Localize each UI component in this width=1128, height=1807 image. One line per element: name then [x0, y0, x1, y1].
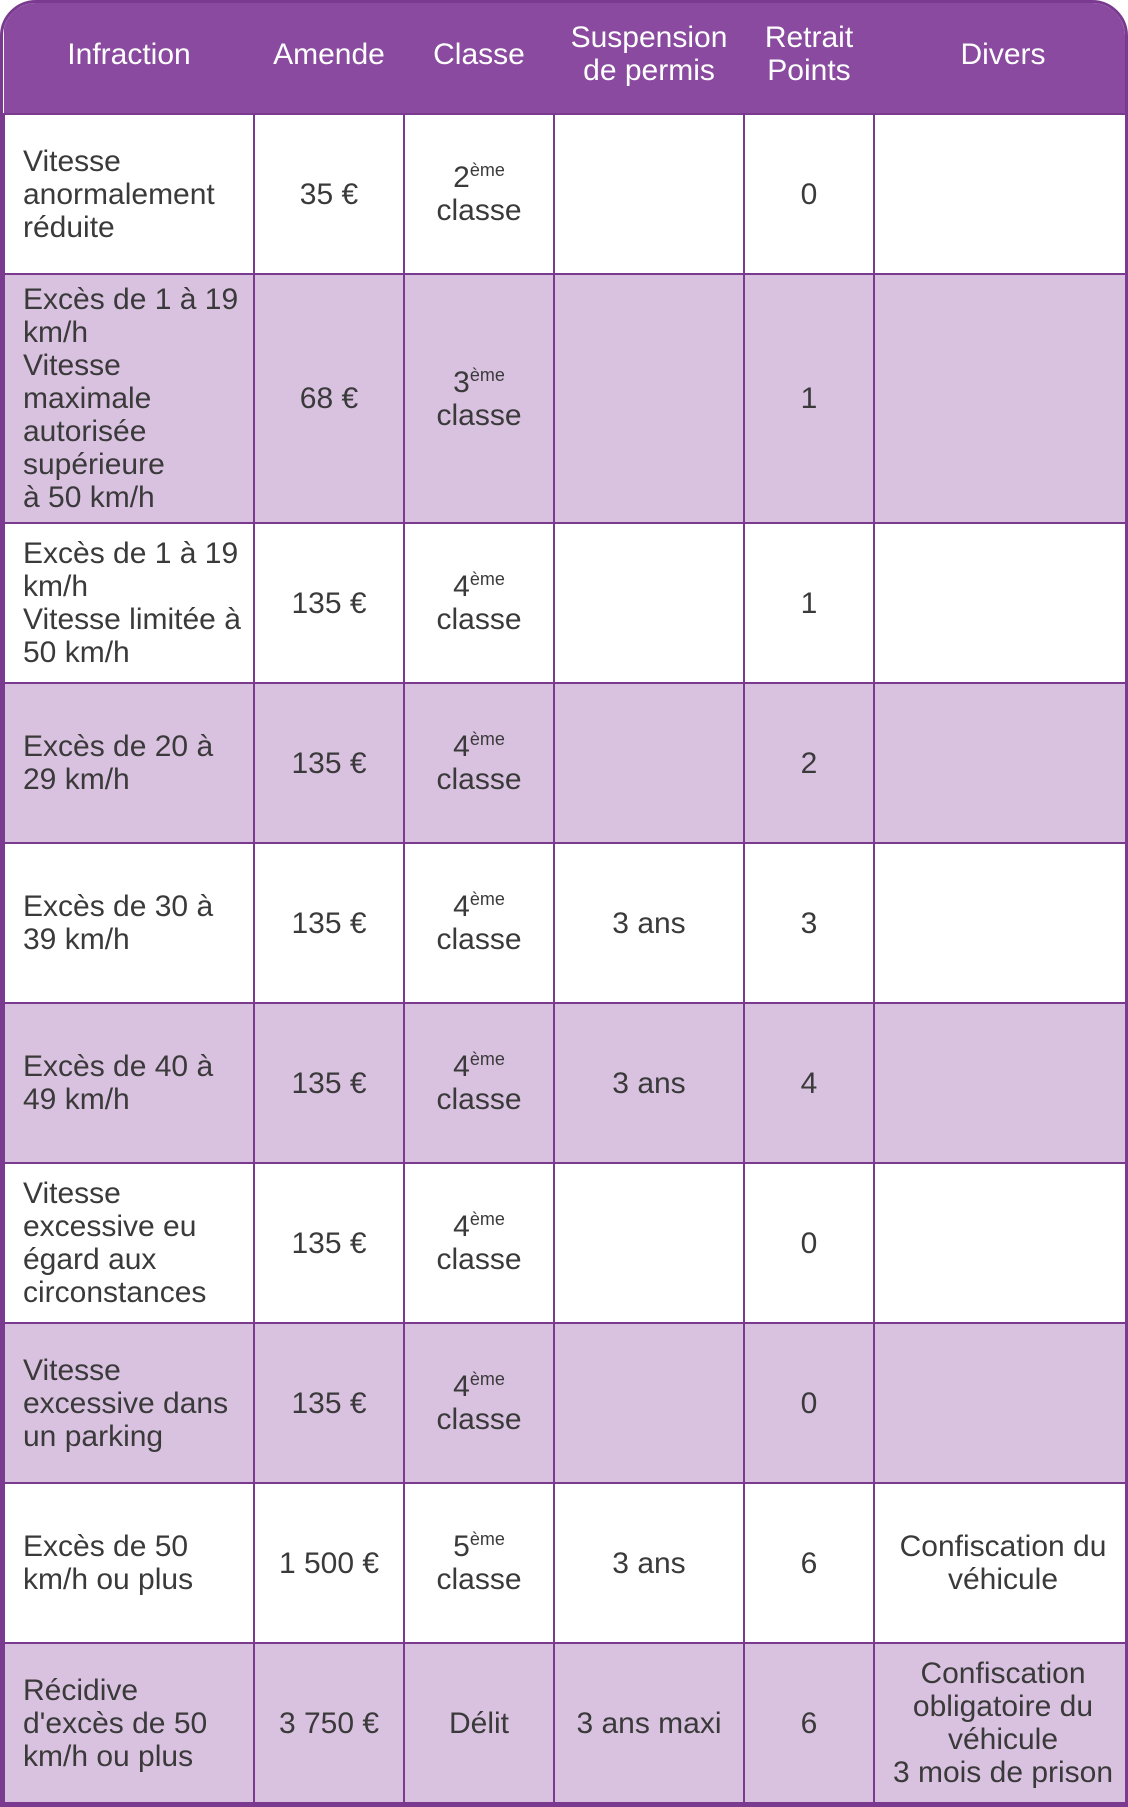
cell-classe: 4èmeclasse	[404, 1003, 554, 1163]
cell-points: 6	[744, 1483, 874, 1643]
col-header-infraction: Infraction	[4, 3, 254, 114]
cell-suspension: 3 ans maxi	[554, 1643, 744, 1803]
table-header-row: Infraction Amende Classe Suspensionde pe…	[4, 3, 1128, 114]
col-header-amende: Amende	[254, 3, 404, 114]
col-header-points: RetraitPoints	[744, 3, 874, 114]
cell-amende: 135 €	[254, 523, 404, 683]
cell-infraction: Vitesse excessive dans un parking	[4, 1323, 254, 1483]
table-row: Récidive d'excès de 50 km/h ou plus3 750…	[4, 1643, 1128, 1803]
col-header-suspension: Suspensionde permis	[554, 3, 744, 114]
table-body: Vitesse anormalement réduite35 €2èmeclas…	[4, 114, 1128, 1803]
col-header-classe: Classe	[404, 3, 554, 114]
table-row: Vitesse anormalement réduite35 €2èmeclas…	[4, 114, 1128, 274]
cell-suspension	[554, 523, 744, 683]
cell-amende: 135 €	[254, 843, 404, 1003]
cell-suspension: 3 ans	[554, 1003, 744, 1163]
cell-suspension	[554, 1323, 744, 1483]
cell-classe: 4èmeclasse	[404, 1323, 554, 1483]
cell-classe: 4èmeclasse	[404, 1163, 554, 1323]
cell-divers	[874, 1003, 1128, 1163]
cell-amende: 135 €	[254, 1003, 404, 1163]
table-row: Vitesse excessive eu égard aux circonsta…	[4, 1163, 1128, 1323]
cell-divers: Confiscation du véhicule	[874, 1483, 1128, 1643]
cell-infraction: Excès de 50 km/h ou plus	[4, 1483, 254, 1643]
cell-classe: Délit	[404, 1643, 554, 1803]
cell-suspension	[554, 1163, 744, 1323]
cell-divers: Confiscation obligatoire du véhicule3 mo…	[874, 1643, 1128, 1803]
cell-infraction: Récidive d'excès de 50 km/h ou plus	[4, 1643, 254, 1803]
infractions-table-container: Infraction Amende Classe Suspensionde pe…	[0, 0, 1128, 1807]
table-row: Excès de 50 km/h ou plus1 500 €5èmeclass…	[4, 1483, 1128, 1643]
cell-infraction: Vitesse anormalement réduite	[4, 114, 254, 274]
cell-amende: 135 €	[254, 1163, 404, 1323]
cell-divers	[874, 1163, 1128, 1323]
cell-divers	[874, 843, 1128, 1003]
cell-classe: 4èmeclasse	[404, 843, 554, 1003]
cell-amende: 135 €	[254, 1323, 404, 1483]
cell-suspension	[554, 683, 744, 843]
cell-points: 1	[744, 274, 874, 523]
cell-infraction: Excès de 30 à 39 km/h	[4, 843, 254, 1003]
cell-suspension	[554, 274, 744, 523]
table-row: Vitesse excessive dans un parking135 €4è…	[4, 1323, 1128, 1483]
cell-points: 0	[744, 1163, 874, 1323]
table-row: Excès de 1 à 19 km/hVitesse limitée à 50…	[4, 523, 1128, 683]
cell-suspension	[554, 114, 744, 274]
cell-amende: 3 750 €	[254, 1643, 404, 1803]
cell-suspension: 3 ans	[554, 1483, 744, 1643]
cell-classe: 4èmeclasse	[404, 683, 554, 843]
cell-classe: 5èmeclasse	[404, 1483, 554, 1643]
infractions-table: Infraction Amende Classe Suspensionde pe…	[3, 3, 1128, 1804]
cell-infraction: Vitesse excessive eu égard aux circonsta…	[4, 1163, 254, 1323]
cell-points: 3	[744, 843, 874, 1003]
cell-divers	[874, 523, 1128, 683]
cell-infraction: Excès de 20 à 29 km/h	[4, 683, 254, 843]
col-header-divers: Divers	[874, 3, 1128, 114]
cell-classe: 4èmeclasse	[404, 523, 554, 683]
cell-amende: 1 500 €	[254, 1483, 404, 1643]
cell-divers	[874, 683, 1128, 843]
cell-points: 2	[744, 683, 874, 843]
cell-divers	[874, 1323, 1128, 1483]
cell-divers	[874, 274, 1128, 523]
cell-amende: 35 €	[254, 114, 404, 274]
cell-suspension: 3 ans	[554, 843, 744, 1003]
table-row: Excès de 40 à 49 km/h135 €4èmeclasse3 an…	[4, 1003, 1128, 1163]
table-row: Excès de 30 à 39 km/h135 €4èmeclasse3 an…	[4, 843, 1128, 1003]
cell-points: 4	[744, 1003, 874, 1163]
cell-points: 0	[744, 114, 874, 274]
cell-points: 0	[744, 1323, 874, 1483]
cell-infraction: Excès de 1 à 19 km/hVitesse maximale aut…	[4, 274, 254, 523]
cell-points: 6	[744, 1643, 874, 1803]
table-row: Excès de 20 à 29 km/h135 €4èmeclasse 2	[4, 683, 1128, 843]
cell-amende: 68 €	[254, 274, 404, 523]
cell-infraction: Excès de 1 à 19 km/hVitesse limitée à 50…	[4, 523, 254, 683]
cell-divers	[874, 114, 1128, 274]
cell-points: 1	[744, 523, 874, 683]
table-row: Excès de 1 à 19 km/hVitesse maximale aut…	[4, 274, 1128, 523]
cell-classe: 3èmeclasse	[404, 274, 554, 523]
cell-infraction: Excès de 40 à 49 km/h	[4, 1003, 254, 1163]
cell-classe: 2èmeclasse	[404, 114, 554, 274]
cell-amende: 135 €	[254, 683, 404, 843]
